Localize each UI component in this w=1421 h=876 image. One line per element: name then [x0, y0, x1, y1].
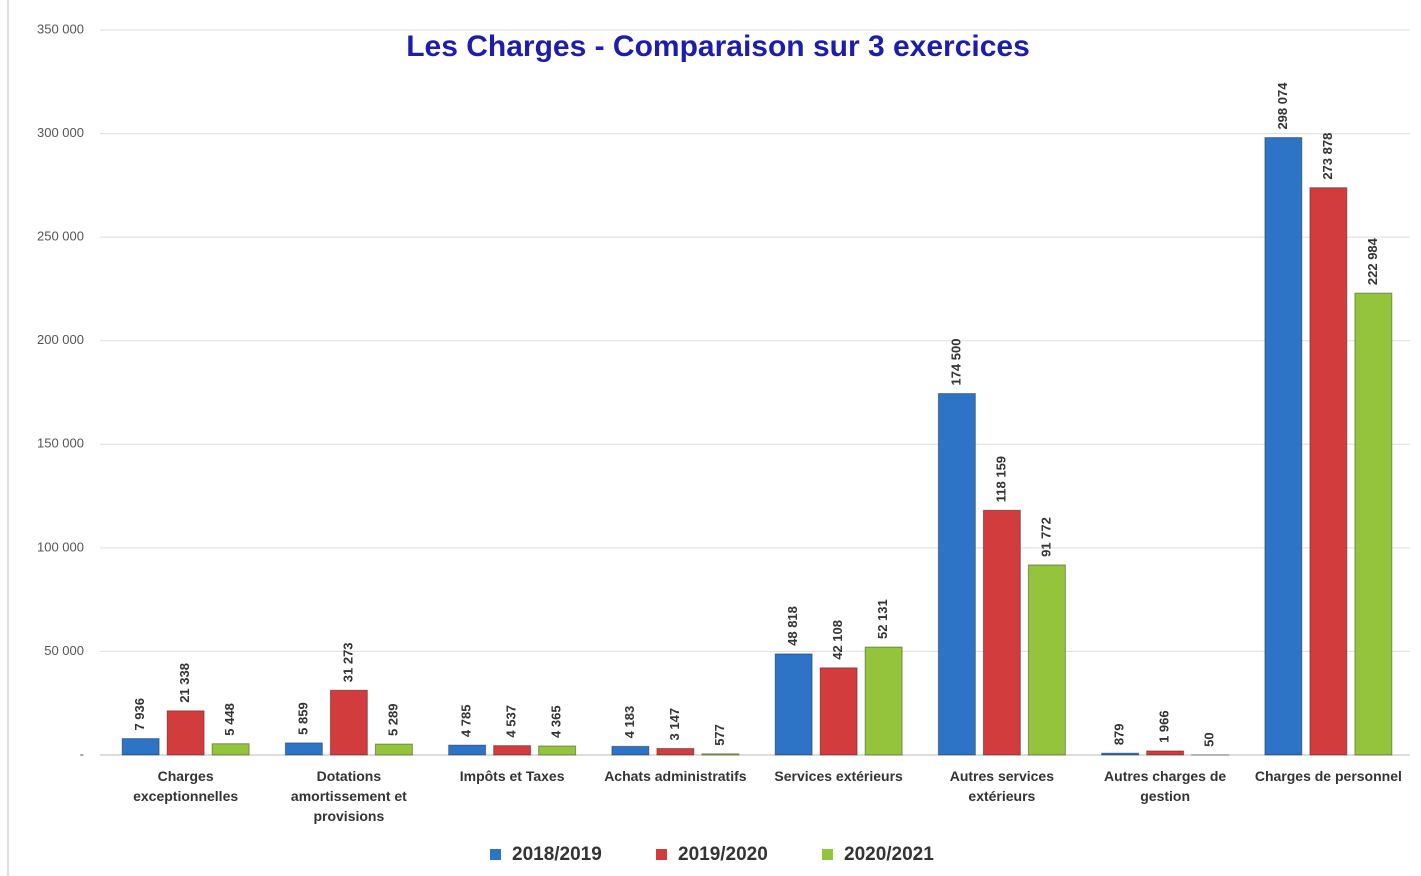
value-label: 52 131: [875, 599, 890, 639]
value-label: 118 159: [993, 456, 1008, 502]
bar: [1264, 137, 1303, 756]
bar: [493, 745, 532, 756]
value-label: 7 936: [132, 698, 147, 731]
value-label: 42 108: [830, 620, 845, 660]
legend-swatch: [822, 849, 833, 860]
legend-label: 2019/2020: [678, 844, 768, 865]
value-label: 4 537: [504, 705, 519, 738]
value-label: 222 984: [1365, 237, 1380, 285]
bar: [937, 393, 976, 756]
bar: [211, 743, 250, 756]
value-label: 4 365: [549, 705, 564, 738]
value-label: 5 448: [222, 703, 237, 736]
value-label: 5 289: [385, 703, 400, 736]
x-tick-label: Services extérieurs: [774, 768, 903, 784]
legend-swatch: [656, 849, 667, 860]
bar: [121, 738, 160, 756]
x-tick-label: Dotations amortissement et provisions: [290, 768, 407, 824]
bar: [329, 689, 368, 756]
legend-swatch: [490, 849, 501, 860]
bar: [774, 653, 813, 756]
value-label: 577: [712, 724, 727, 746]
y-tick-label: -: [80, 746, 84, 761]
value-label: 174 500: [948, 339, 963, 386]
bar: [1354, 292, 1393, 756]
bar: [656, 747, 695, 756]
x-tick-label: Impôts et Taxes: [459, 768, 565, 784]
bar: [1146, 750, 1185, 756]
value-label: 273 878: [1320, 133, 1335, 180]
bar: [701, 753, 740, 756]
value-label: 5 859: [295, 702, 310, 735]
chart-frame: [7, 0, 9, 876]
bar: [374, 743, 413, 756]
bar: [166, 710, 205, 756]
legend-label: 2018/2019: [512, 844, 602, 865]
y-tick-label: 350 000: [37, 21, 84, 36]
bar: [1309, 187, 1348, 756]
value-label: 298 074: [1275, 82, 1290, 130]
y-tick-label: 250 000: [37, 229, 84, 244]
value-label: 31 273: [340, 642, 355, 682]
bar: [538, 745, 577, 756]
value-label: 48 818: [785, 606, 800, 646]
y-tick-label: 100 000: [37, 539, 84, 554]
value-label: 4 785: [459, 705, 474, 738]
bar: [864, 646, 903, 756]
bar: [284, 742, 323, 756]
value-label: 3 147: [667, 708, 682, 741]
value-label: 1 966: [1157, 710, 1172, 743]
x-tick-label: Autres charges de gestion: [1104, 768, 1227, 804]
x-tick-label: Autres services extérieurs: [949, 768, 1055, 804]
y-tick-label: 150 000: [37, 436, 84, 451]
y-tick-label: 200 000: [37, 332, 84, 347]
value-label: 4 183: [622, 706, 637, 739]
value-label: 21 338: [177, 663, 192, 703]
x-tick-label: Charges de personnel: [1254, 768, 1402, 784]
y-tick-label: 300 000: [37, 125, 84, 140]
bar: [1027, 564, 1066, 756]
value-label: 879: [1112, 723, 1127, 745]
bar: [611, 745, 650, 756]
x-tick-label: Achats administratifs: [604, 768, 747, 784]
bar: [982, 509, 1021, 756]
bar: [819, 667, 858, 756]
x-tick-label: Charges exceptionnelles: [133, 768, 239, 804]
value-label: 91 772: [1038, 517, 1053, 557]
bar: [1101, 752, 1140, 756]
value-label: 50: [1202, 732, 1217, 746]
legend-label: 2020/2021: [844, 844, 934, 865]
y-tick-label: 50 000: [44, 643, 84, 658]
chart-title: Les Charges - Comparaison sur 3 exercice…: [406, 30, 1030, 63]
bar: [448, 744, 487, 756]
